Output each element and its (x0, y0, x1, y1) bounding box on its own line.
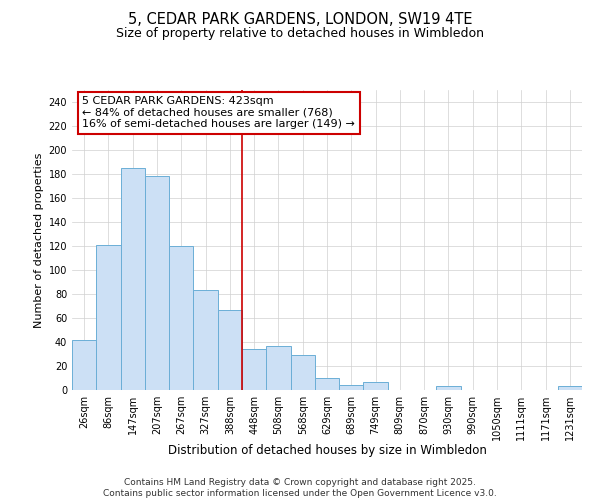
Text: Contains HM Land Registry data © Crown copyright and database right 2025.
Contai: Contains HM Land Registry data © Crown c… (103, 478, 497, 498)
X-axis label: Distribution of detached houses by size in Wimbledon: Distribution of detached houses by size … (167, 444, 487, 458)
Bar (242, 349, 266, 390)
Bar (169, 246, 193, 390)
Bar (121, 168, 145, 390)
Bar (145, 176, 169, 390)
Bar (96, 245, 121, 390)
Bar (315, 378, 339, 390)
Bar (364, 382, 388, 390)
Bar (436, 386, 461, 390)
Text: Size of property relative to detached houses in Wimbledon: Size of property relative to detached ho… (116, 28, 484, 40)
Text: 5, CEDAR PARK GARDENS, LONDON, SW19 4TE: 5, CEDAR PARK GARDENS, LONDON, SW19 4TE (128, 12, 472, 28)
Bar (193, 290, 218, 390)
Bar (266, 346, 290, 390)
Text: 5 CEDAR PARK GARDENS: 423sqm
← 84% of detached houses are smaller (768)
16% of s: 5 CEDAR PARK GARDENS: 423sqm ← 84% of de… (82, 96, 355, 129)
Bar (290, 355, 315, 390)
Y-axis label: Number of detached properties: Number of detached properties (34, 152, 44, 328)
Bar (558, 386, 582, 390)
Bar (72, 340, 96, 390)
Bar (339, 385, 364, 390)
Bar (218, 310, 242, 390)
